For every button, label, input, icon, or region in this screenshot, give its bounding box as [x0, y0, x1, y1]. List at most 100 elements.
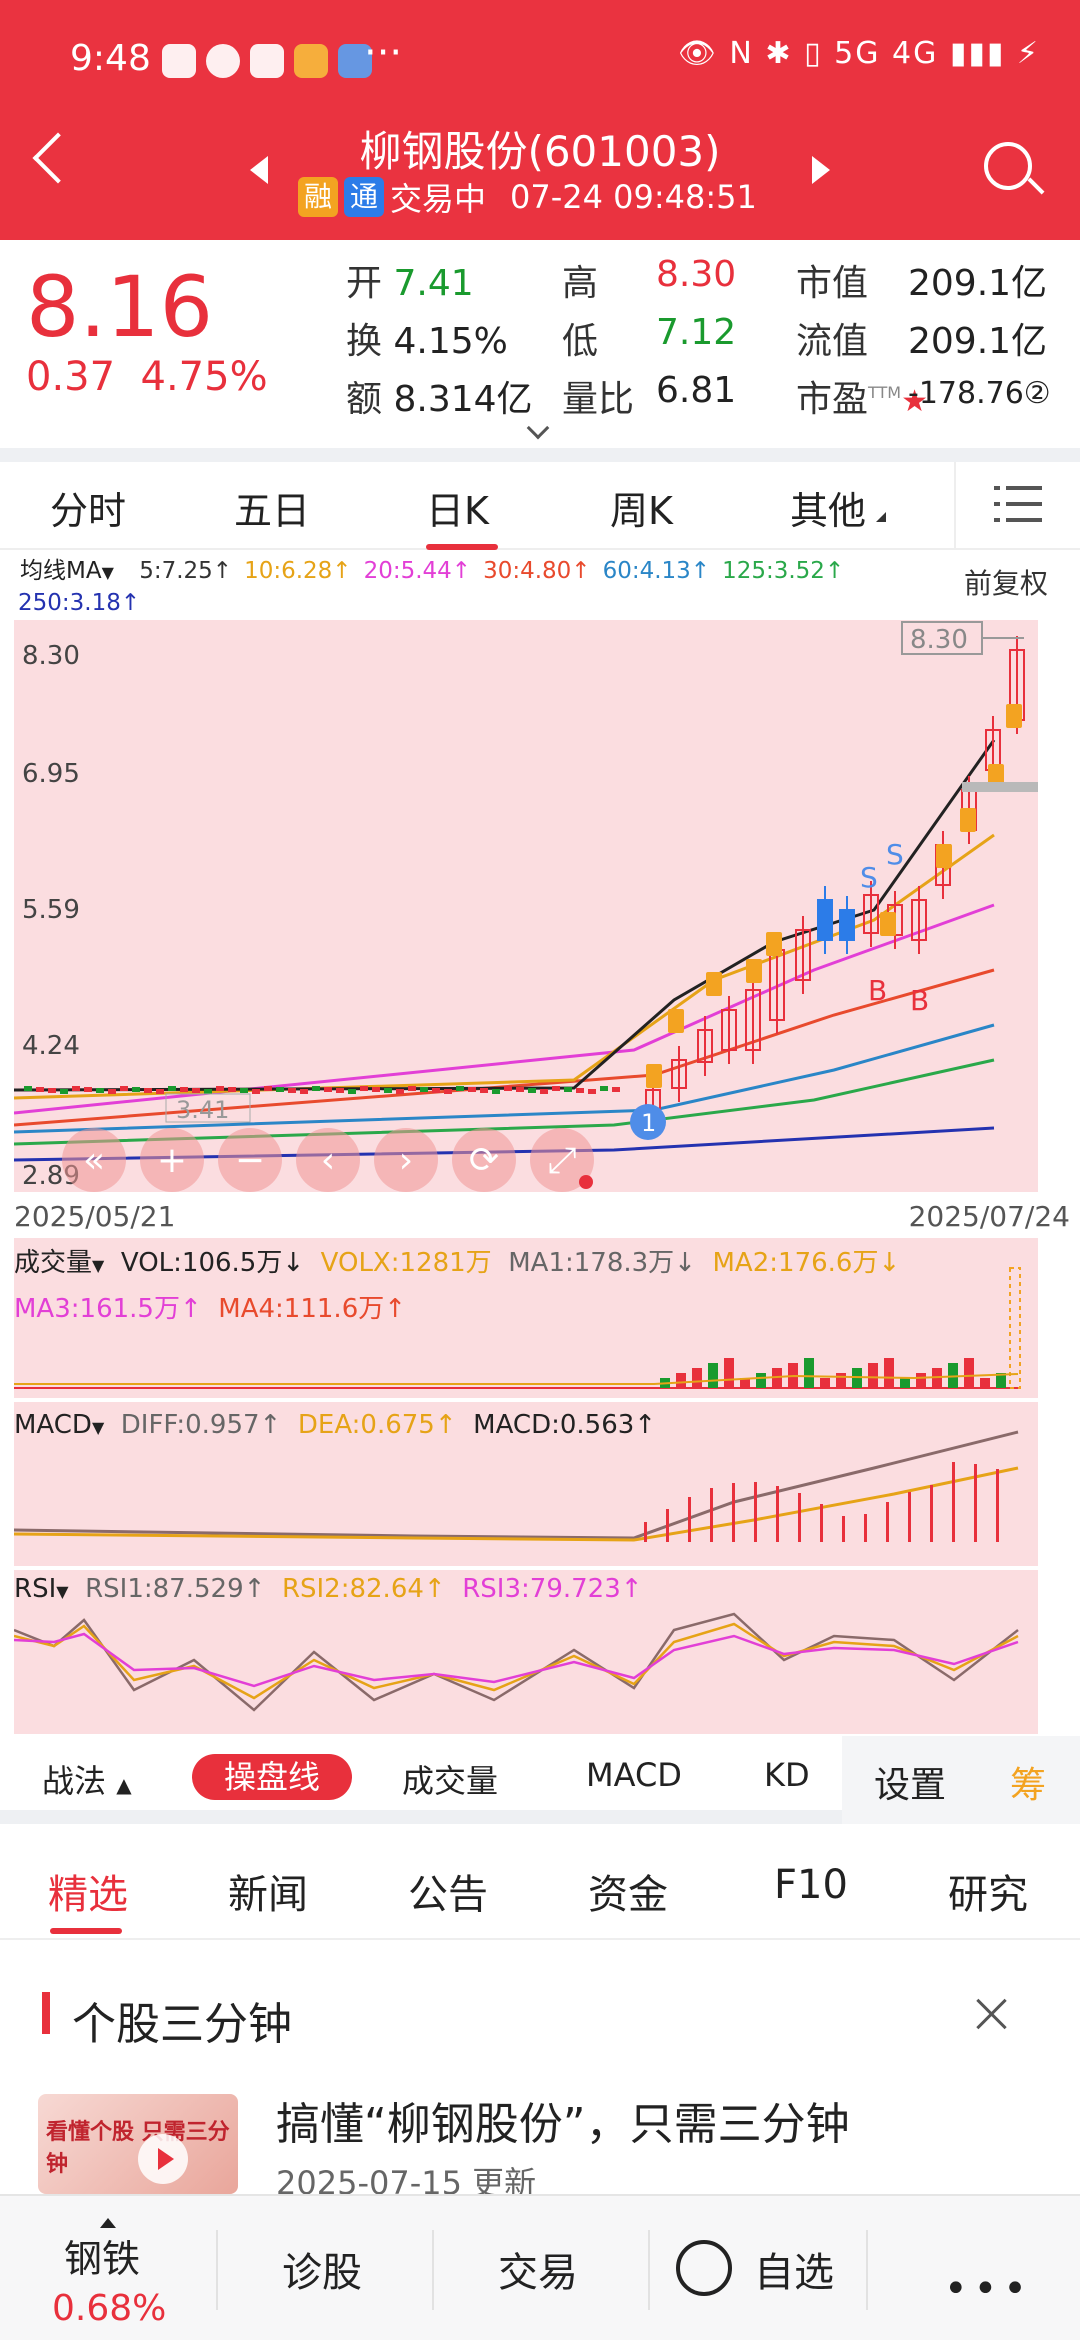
play-icon[interactable]	[138, 2134, 188, 2184]
right-icon[interactable]	[374, 1128, 438, 1192]
candle	[795, 929, 811, 981]
zoom-in-icon[interactable]	[140, 1128, 204, 1192]
more-icon[interactable]: •••	[944, 2266, 1033, 2312]
candle	[817, 899, 833, 941]
candle	[863, 894, 879, 934]
video-thumbnail[interactable]: 看懂个股 只需三分钟	[38, 2094, 238, 2194]
ma-label[interactable]: 均线MA	[20, 558, 102, 584]
indicator-kd[interactable]: KD	[764, 1756, 810, 1794]
ma-value: 250:3.18↑	[18, 590, 141, 616]
active-tab-underline	[50, 1928, 122, 1934]
ma-legend[interactable]: 均线MA▼ 5:7.25↑ 10:6.28↑ 20:5.44↑ 30:4.80↑ 60:…	[18, 556, 1070, 618]
boost-marker	[668, 1009, 684, 1033]
favorite-button[interactable]: 自选	[754, 2250, 834, 2296]
tab-announcements[interactable]: 公告	[408, 1872, 488, 1918]
right-icon-glyph: ›	[399, 1140, 413, 1181]
y-tick-label: 4.24	[22, 1031, 80, 1061]
candle	[384, 1088, 392, 1093]
ma-value: 30:4.80↑	[483, 558, 591, 584]
divider	[0, 448, 1080, 462]
macd-dropdown-icon[interactable]: ▼	[91, 1418, 105, 1437]
zoom-out-icon[interactable]	[218, 1128, 282, 1192]
chips-button[interactable]: 筹	[1010, 1765, 1047, 1806]
event-badge-label: 1	[641, 1109, 656, 1137]
next-stock-icon[interactable]	[812, 156, 830, 184]
strategy-button[interactable]: 战法 ▲	[42, 1762, 132, 1800]
volume-label[interactable]: 成交量	[14, 1248, 93, 1278]
volume-dropdown-icon[interactable]: ▼	[92, 1256, 105, 1275]
candle	[240, 1088, 248, 1093]
volume-bar	[708, 1363, 718, 1388]
volume-ratio-cell: 量比	[562, 379, 635, 420]
pe-cell: 市盈TTM★	[796, 379, 928, 420]
volume-bar	[676, 1373, 686, 1388]
boost-marker	[1006, 704, 1022, 728]
volume-bar	[996, 1373, 1006, 1388]
candle	[156, 1089, 164, 1094]
prev-stock-icon[interactable]	[250, 156, 268, 184]
rewind-icon[interactable]	[62, 1128, 126, 1192]
adjust-mode[interactable]: 前复权	[964, 567, 1049, 600]
favorite-icon[interactable]	[676, 2240, 732, 2296]
volume-bar	[820, 1378, 830, 1388]
tab-featured[interactable]: 精选	[48, 1872, 128, 1918]
macd-legend: MACD▼ DIFF:0.957↑ DEA:0.675↑ MACD:0.563↑	[14, 1410, 657, 1440]
market-cap-value: 209.1亿	[908, 263, 1048, 304]
tab-f10[interactable]: F10	[774, 1862, 848, 1908]
stock-subline: 融 通 交易中 07-24 09:48:51	[298, 174, 757, 220]
rsi-legend: RSI▼ RSI1:87.529↑ RSI2:82.64↑ RSI3:79.72…	[14, 1574, 643, 1604]
tab-weekly-k[interactable]: 周K	[610, 489, 673, 533]
diagnose-button[interactable]: 诊股	[282, 2250, 362, 2296]
left-icon[interactable]	[296, 1128, 360, 1192]
tab-news[interactable]: 新闻	[228, 1872, 308, 1918]
ma-value: 20:5.44↑	[363, 558, 472, 584]
close-icon[interactable]	[972, 1994, 1012, 2034]
turnover-cell: 换 4.15%	[346, 321, 508, 362]
rsi-chart[interactable]	[13, 1570, 1038, 1734]
sector-change: 0.68%	[52, 2288, 167, 2329]
macd-bar	[644, 1522, 647, 1542]
candle	[192, 1088, 200, 1093]
candle	[552, 1086, 560, 1091]
candle	[96, 1088, 104, 1093]
article-title[interactable]: 搞懂“柳钢股份”，只需三分钟	[276, 2099, 850, 2150]
candle	[84, 1087, 92, 1092]
low-mark-box	[165, 1093, 251, 1123]
tab-intraday[interactable]: 分时	[50, 489, 127, 533]
indicator-macd[interactable]: MACD	[586, 1756, 682, 1794]
settings-button[interactable]: 设置	[874, 1765, 947, 1806]
list-settings-icon[interactable]	[994, 482, 1042, 526]
fullscreen-icon[interactable]	[530, 1128, 594, 1192]
reset-icon[interactable]	[452, 1128, 516, 1192]
pe-star-icon: ★	[901, 384, 928, 419]
candle	[671, 1059, 687, 1089]
indicator-caopan[interactable]: 操盘线	[192, 1754, 352, 1800]
tab-other-corner-icon	[876, 512, 886, 522]
search-icon[interactable]	[984, 142, 1032, 190]
trade-button[interactable]: 交易	[498, 2250, 578, 2296]
tab-other[interactable]: 其他	[790, 489, 867, 533]
rsi-label[interactable]: RSI	[14, 1574, 57, 1604]
high-value: 8.30	[656, 254, 737, 295]
divider	[216, 2230, 218, 2310]
tab-funds[interactable]: 资金	[588, 1872, 668, 1918]
volume-chart[interactable]	[14, 1238, 1038, 1398]
rsi-dropdown-icon[interactable]: ▼	[56, 1582, 69, 1601]
indicator-volume[interactable]: 成交量	[402, 1762, 499, 1800]
tab-research[interactable]: 研究	[948, 1872, 1028, 1918]
macd-label[interactable]: MACD	[14, 1410, 92, 1440]
volume-bar	[916, 1373, 926, 1388]
candle	[120, 1086, 128, 1091]
macd-bar	[996, 1469, 999, 1542]
ma-dropdown-icon[interactable]: ▼	[101, 563, 114, 582]
kline-chart[interactable]: 8.30 6.95 5.59 4.24 2.89 S S B B 8.30 3.41 1 «+ − ‹ › ⟳ ⤢	[13, 620, 1038, 1192]
candle	[516, 1087, 524, 1092]
candle	[132, 1087, 140, 1092]
candle	[276, 1087, 284, 1092]
macd-bar	[974, 1464, 977, 1542]
tab-five-day[interactable]: 五日	[234, 489, 311, 533]
macd-chart[interactable]	[13, 1402, 1038, 1566]
tab-daily-k[interactable]: 日K	[426, 489, 489, 533]
divider	[954, 462, 956, 548]
sector-name[interactable]: 钢铁	[64, 2237, 141, 2281]
